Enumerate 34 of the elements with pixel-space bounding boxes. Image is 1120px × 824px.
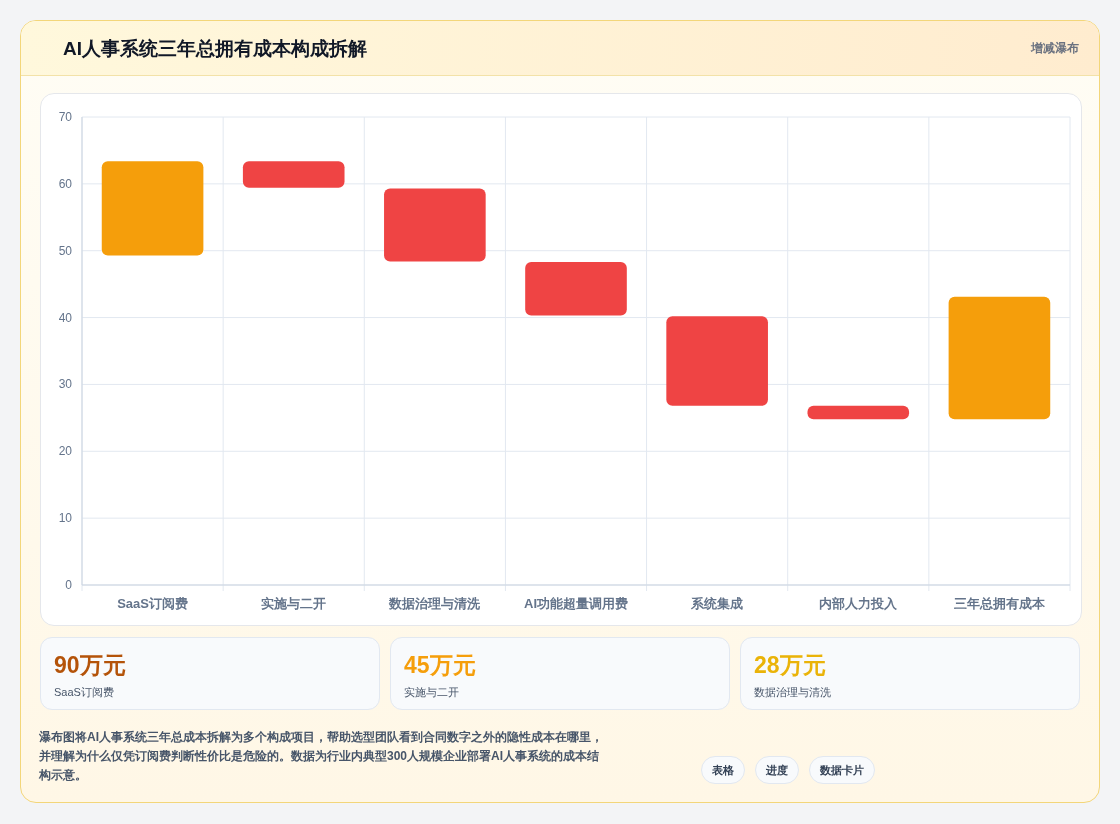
text: 增减瀑布 [1031, 40, 1079, 57]
bar [666, 316, 768, 406]
text: SaaS订阅费 [54, 685, 114, 700]
bar [807, 405, 910, 420]
text: 表格 [701, 756, 745, 784]
text: 45万元 [404, 651, 476, 680]
text: 进度 [755, 756, 799, 784]
y-tick-label: 50 [58, 243, 73, 258]
text: 数据卡片 [809, 756, 875, 784]
text: 瀑布图将AI人事系统三年总成本拆解为多个构成项目，帮助选型团队看到合同数字之外的隐性成本在哪里，并理解为什么仅凭订阅费判断性价比是危险的。数据为行业内典型300人规模企业部署AI人事系统的成本结构示意。 [39, 729, 604, 784]
x-tick-label: 三年总拥有成本 [953, 596, 1046, 611]
x-tick-label: SaaS订阅费 [117, 596, 188, 611]
y-tick-label: 0 [65, 578, 73, 592]
text: 数据治理与清洗 [754, 685, 831, 700]
x-tick-label: 实施与二开 [261, 596, 327, 611]
x-tick-label: AI功能超量调用费 [524, 596, 628, 611]
chart-title: AI人事系统三年总拥有成本构成拆解 [63, 37, 367, 61]
x-tick-label: 系统集成 [690, 596, 744, 611]
text: 实施与二开 [404, 685, 459, 700]
text: 90万元 [54, 651, 126, 680]
x-tick-label: 内部人力投入 [819, 596, 899, 611]
bar [384, 188, 486, 262]
y-tick-label: 30 [58, 377, 73, 392]
bar [242, 161, 345, 188]
y-tick-label: 60 [58, 176, 73, 191]
bar [948, 296, 1051, 420]
y-tick-label: 40 [58, 310, 73, 325]
y-tick-label: 10 [58, 511, 73, 526]
x-tick-label: 数据治理与清洗 [388, 596, 482, 611]
y-tick-label: 20 [58, 444, 73, 459]
text: 28万元 [754, 651, 826, 680]
bar [525, 262, 627, 316]
bar [101, 161, 204, 256]
y-tick-label: 70 [58, 110, 73, 124]
